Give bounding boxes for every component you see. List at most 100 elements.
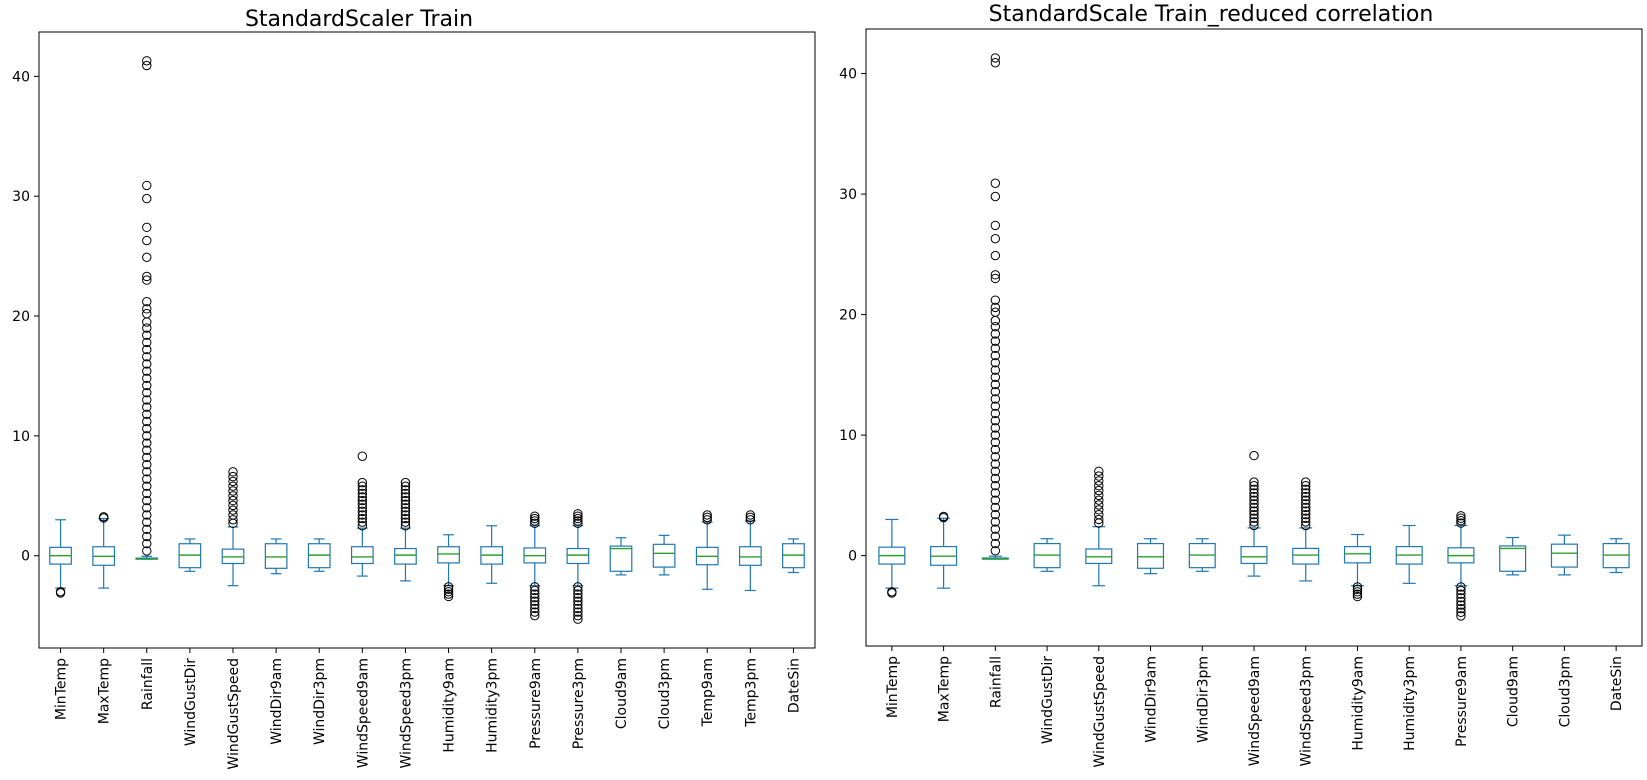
outlier-point [357,510,368,520]
outlier-point [142,252,152,263]
x-tick-label: WindGustDir [183,658,199,746]
outlier-point [990,509,1001,520]
outlier-point [142,235,152,246]
x-tick-label: Temp3pm [743,658,759,728]
outlier-point [142,344,152,355]
y-tick-label: 20 [12,309,30,325]
plot-area: 0 10 20 30 40 MinTemp MaxTemp Rainfall WindGustD… [839,53,1630,768]
outlier-point [573,589,583,599]
outlier-point [573,596,583,606]
outlier-point [530,511,540,521]
outlier-point [142,495,152,506]
outlier-point [142,488,152,499]
outlier-point [228,486,238,496]
outlier-point [1094,476,1104,486]
outlier-point [443,591,454,602]
outlier-point [1301,520,1311,531]
panel-left: StandardScaler Train 0 10 20 30 40 MinTemp Max… [12,7,816,770]
outlier-point [990,394,1001,404]
outlier-point [1249,491,1259,502]
outlier-point [990,452,1001,462]
outlier-point [990,444,1001,455]
y-tick-label: 30 [839,187,857,203]
x-tick-label: WindGustSpeed [1092,656,1108,768]
outlier-point [1249,506,1259,516]
outlier-point [228,467,238,477]
outlier-point [142,296,152,307]
outlier-point [1352,582,1363,592]
outlier-point [1456,589,1466,599]
box-iqr [437,546,460,564]
outlier-point [1094,485,1104,496]
box-iqr [738,546,762,566]
x-tick-label: DateSin [786,658,802,713]
outlier-point [990,329,1001,339]
outlier-point [530,592,540,603]
outlier-point [1352,591,1363,602]
y-tick-label: 0 [848,549,857,565]
outlier-point [1301,502,1311,513]
outlier-point [990,495,1001,505]
outlier-point [990,307,1001,317]
outlier-point [530,585,540,596]
y-tick-label: 40 [839,67,857,83]
x-tick-label: Pressure3pm [571,658,587,749]
chart-title: StandardScale Train_reduced correlation [989,2,1434,27]
box-iqr [394,547,417,565]
outlier-point [357,499,368,509]
outlier-point [990,250,1001,261]
outlier-point [228,505,238,515]
x-tick-label: MaxTemp [937,656,953,722]
outlier-point [745,515,756,525]
outlier-point [142,222,152,233]
x-tick-label: Cloud3pm [657,658,673,729]
outlier-point [702,510,712,520]
outlier-point [990,517,1001,527]
box-iqr [566,547,590,565]
y-tick-label: 0 [21,549,30,565]
outlier-point [142,510,152,520]
x-tick-label: WindGustSpeed [226,658,242,770]
outlier-point [1456,600,1466,610]
outlier-point [990,401,1001,411]
x-tick-label: WindSpeed3pm [398,658,414,769]
outlier-point [142,275,152,285]
x-tick-label: WindSpeed3pm [1299,656,1315,767]
y-tick-label: 30 [12,189,30,205]
outlier-point [530,610,540,621]
outlier-point [1094,509,1104,520]
outlier-point [990,295,1001,305]
outlier-point [1301,495,1311,505]
outlier-point [142,323,152,333]
outlier-point [530,596,540,606]
x-tick-label: WindDir3pm [312,658,328,745]
outlier-point [990,336,1001,346]
outlier-point [990,466,1001,476]
outlier-point [142,438,152,448]
outlier-point [990,273,1001,284]
outlier-point [573,513,583,524]
outlier-point [990,502,1001,513]
outlier-point [1301,499,1311,509]
outlier-point [1456,582,1466,592]
outlier-point [400,506,411,517]
outlier-point [142,330,152,340]
outlier-point [142,467,152,477]
outlier-point [1352,587,1363,597]
outlier-point [1094,500,1104,510]
outlier-point [1094,505,1104,515]
outlier-point [530,516,540,526]
outlier-point [142,308,152,319]
x-tick-label: Humidity9am [1350,656,1366,751]
outlier-point [1249,484,1259,495]
outlier-point [1094,481,1104,491]
outlier-point [990,423,1001,433]
outlier-point [400,495,411,506]
outlier-point [1301,509,1311,520]
outlier-point [400,517,411,527]
outlier-point [1249,495,1259,505]
outlier-point [443,586,454,597]
outlier-point [400,510,411,520]
outlier-point [530,600,540,610]
outlier-point [1249,481,1259,491]
